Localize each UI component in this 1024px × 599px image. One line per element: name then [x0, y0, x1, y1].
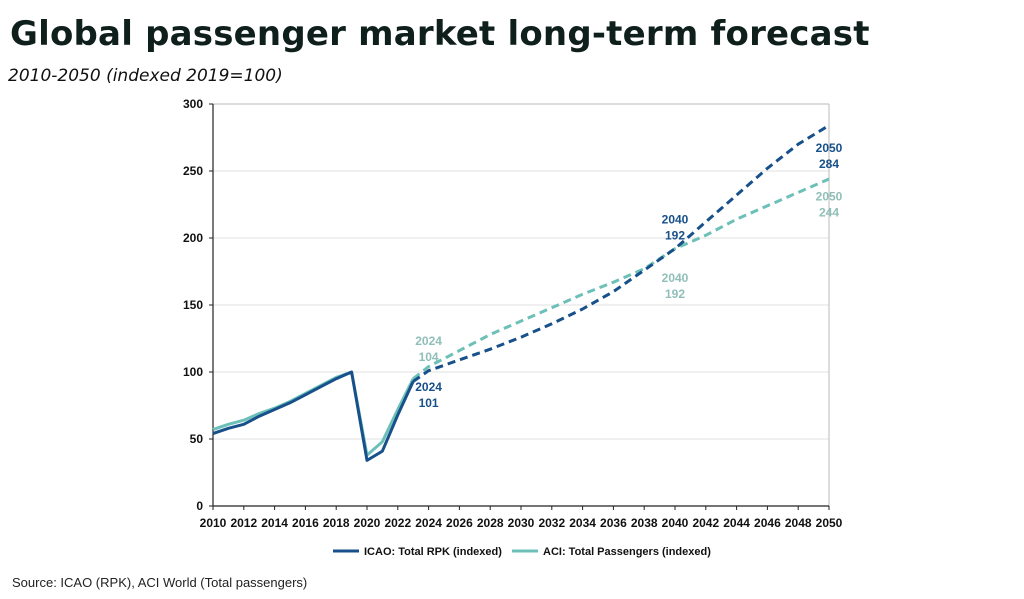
legend-label-icao: ICAO: Total RPK (indexed)	[364, 546, 502, 558]
annotation-icao-2024-year: 2024	[415, 380, 442, 394]
annotation-icao-2040-year: 2040	[662, 212, 689, 226]
y-tick-label-50: 50	[190, 432, 204, 446]
chart-gridlines	[213, 103, 829, 440]
annotation-icao-2024-value: 101	[419, 396, 439, 410]
x-tick-label-2018: 2018	[323, 516, 350, 530]
page-subtitle: 2010-2050 (indexed 2019=100)	[8, 66, 283, 86]
chart-annotations: 2024 104 2024 101 2040 192 2040 192 2050 284 2050 2…	[415, 141, 842, 410]
annotation-icao-2050-value: 284	[819, 157, 839, 171]
y-tick-label-100: 100	[183, 365, 203, 379]
x-tick-label-2044: 2044	[723, 516, 750, 530]
annotation-aci-2040-year: 2040	[662, 271, 689, 285]
page-title: Global passenger market long-term foreca…	[10, 14, 870, 54]
y-tick-label-250: 250	[183, 164, 203, 178]
annotation-icao-2050-year: 2050	[816, 141, 843, 155]
series-aci-actual-line	[212, 370, 415, 457]
x-tick-label-2022: 2022	[384, 516, 411, 530]
y-tick-label-150: 150	[183, 298, 203, 312]
x-tick-label-2036: 2036	[600, 516, 627, 530]
x-tick-label-2012: 2012	[230, 516, 257, 530]
annotation-aci-2050-year: 2050	[816, 189, 843, 203]
x-tick-label-2024: 2024	[415, 516, 442, 530]
x-tick-label-2016: 2016	[292, 516, 319, 530]
x-tick-label-2040: 2040	[662, 516, 689, 530]
annotation-icao-2040-value: 192	[665, 228, 685, 242]
source-note: Source: ICAO (RPK), ACI World (Total pas…	[12, 575, 308, 590]
x-tick-label-2026: 2026	[446, 516, 473, 530]
x-tick-label-2010: 2010	[200, 516, 227, 530]
annotation-aci-2040-value: 192	[665, 287, 685, 301]
x-tick-label-2014: 2014	[261, 516, 288, 530]
x-tick-label-2046: 2046	[754, 516, 781, 530]
x-tick-label-2028: 2028	[477, 516, 504, 530]
y-tick-label-0: 0	[196, 499, 203, 513]
series-aci-forecast-line	[412, 177, 830, 380]
x-tick-label-2050: 2050	[816, 516, 843, 530]
x-tick-label-2038: 2038	[631, 516, 658, 530]
annotation-aci-2024-year: 2024	[415, 334, 442, 348]
x-tick-label-2020: 2020	[354, 516, 381, 530]
annotation-aci-2024-value: 104	[419, 350, 439, 364]
y-tick-label-200: 200	[183, 231, 203, 245]
legend-label-aci: ACI: Total Passengers (indexed)	[543, 546, 711, 558]
x-tick-label-2034: 2034	[569, 516, 596, 530]
series-icao-forecast-line	[412, 124, 830, 383]
chart-legend: ICAO: Total RPK (indexed) ACI: Total Pass…	[333, 546, 711, 558]
chart-axes: 0 50 100 150 200 250 300 2010 2012 2014 2016 2018 20…	[183, 97, 843, 530]
x-tick-label-2042: 2042	[692, 516, 719, 530]
x-tick-label-2030: 2030	[508, 516, 535, 530]
x-tick-label-2048: 2048	[785, 516, 812, 530]
series-icao-actual-line	[212, 370, 415, 462]
y-tick-label-300: 300	[183, 97, 203, 111]
chart-series-lines	[212, 124, 830, 462]
x-tick-label-2032: 2032	[538, 516, 565, 530]
annotation-aci-2050-value: 244	[819, 205, 839, 219]
